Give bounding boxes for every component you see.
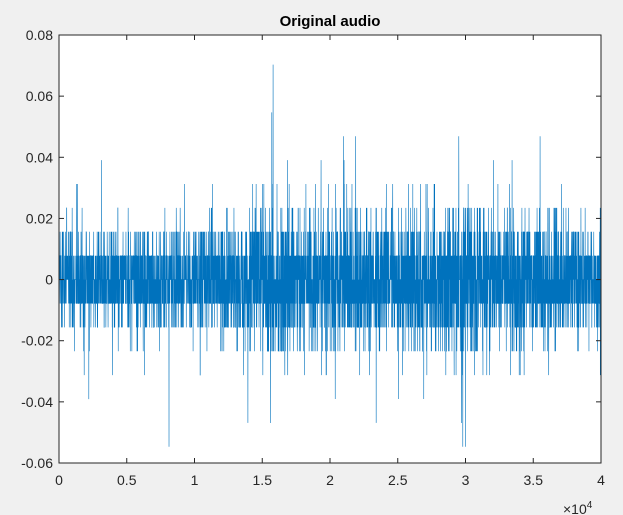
- y-tick-label: 0.08: [26, 27, 53, 43]
- chart-title: Original audio: [280, 13, 381, 30]
- y-tick-label: 0.02: [26, 210, 53, 226]
- waveform-series: [58, 64, 602, 447]
- y-tick-label: -0.04: [21, 394, 53, 410]
- x-axis-exponent-power: 4: [587, 500, 593, 511]
- y-tick-label: -0.06: [21, 455, 53, 471]
- x-axis-exponent-base: ×10: [563, 501, 587, 515]
- x-tick-label: 0: [55, 472, 63, 488]
- x-tick-label: 3: [462, 472, 470, 488]
- y-axis-ticks: -0.06 -0.04 -0.02 0 0.02 0.04 0.06 0.08: [21, 27, 601, 471]
- y-tick-label: 0: [45, 272, 53, 288]
- y-tick-label: 0.06: [26, 88, 53, 104]
- x-axis-exponent: ×104: [563, 500, 593, 515]
- x-tick-label: 2.5: [388, 472, 408, 488]
- x-tick-label: 2: [326, 472, 334, 488]
- y-tick-label: -0.02: [21, 333, 53, 349]
- x-tick-label: 3.5: [524, 472, 544, 488]
- audio-waveform-line: [58, 64, 602, 447]
- x-tick-label: 1: [191, 472, 199, 488]
- y-tick-label: 0.04: [26, 149, 53, 165]
- x-tick-label: 0.5: [117, 472, 137, 488]
- x-tick-label: 1.5: [253, 472, 273, 488]
- x-axis-ticks: 0 0.5 1 1.5 2 2.5 3 3.5 4: [55, 35, 605, 488]
- x-tick-label: 4: [597, 472, 605, 488]
